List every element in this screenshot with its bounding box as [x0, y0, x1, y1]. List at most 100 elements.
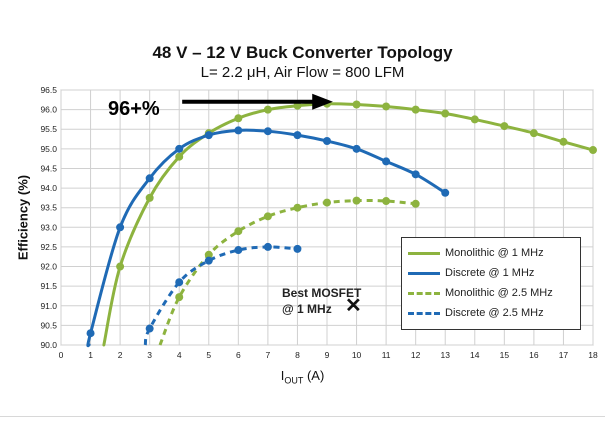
data-point	[470, 115, 479, 124]
y-tick-label: 90.5	[40, 320, 57, 330]
best-mosfet-line2: @ 1 MHz	[282, 302, 332, 316]
best-mosfet-annotation: Best MOSFET @ 1 MHz	[282, 285, 361, 317]
best-mosfet-marker: ✕	[345, 295, 362, 317]
data-point	[441, 188, 450, 197]
x-tick-label: 14	[470, 350, 480, 360]
y-axis-label: Efficiency (%)	[15, 174, 31, 261]
x-tick-label: 18	[588, 350, 598, 360]
data-point	[263, 212, 272, 221]
x-tick-label: 0	[59, 350, 64, 360]
y-tick-label: 94.0	[40, 183, 57, 193]
chart-subtitle: L= 2.2 μH, Air Flow = 800 LFM	[200, 64, 405, 81]
x-tick-label: 13	[440, 350, 450, 360]
x-axis-label: IOUT (A)	[0, 368, 605, 386]
data-point	[116, 262, 125, 271]
data-point	[352, 196, 361, 205]
x-tick-label: 16	[529, 350, 539, 360]
data-point	[175, 278, 184, 287]
x-tick-label: 11	[382, 350, 391, 360]
data-point	[382, 197, 391, 206]
x-tick-label: 15	[500, 350, 510, 360]
data-point	[204, 250, 213, 259]
legend-label: Monolithic @ 1 MHz	[445, 247, 544, 259]
y-tick-label: 92.5	[40, 242, 57, 252]
data-point	[529, 129, 538, 138]
data-point	[352, 100, 361, 109]
data-point	[234, 126, 243, 135]
data-point	[145, 324, 154, 333]
x-tick-label: 10	[352, 350, 362, 360]
x-tick-label: 6	[236, 350, 241, 360]
data-point	[86, 329, 95, 338]
x-tick-label: 1	[88, 350, 93, 360]
data-point	[175, 152, 184, 161]
data-point	[352, 144, 361, 153]
data-point	[589, 146, 597, 155]
x-tick-label: 2	[118, 350, 123, 360]
data-point	[175, 293, 184, 302]
y-tick-label: 93.0	[40, 222, 57, 232]
data-point	[234, 114, 243, 123]
legend-label: Discrete @ 1 MHz	[445, 267, 535, 279]
legend-swatch	[408, 288, 440, 298]
legend-label: Monolithic @ 2.5 MHz	[445, 287, 553, 299]
data-point	[145, 174, 154, 183]
y-tick-label: 96.0	[40, 105, 57, 115]
x-tick-label: 12	[411, 350, 421, 360]
legend-item-monolithic-1mhz: Monolithic @ 1 MHz	[402, 243, 580, 263]
legend-item-monolithic-2-5mhz: Monolithic @ 2.5 MHz	[402, 283, 580, 303]
data-point	[382, 102, 391, 111]
data-point	[293, 131, 302, 140]
data-point	[323, 137, 331, 145]
chart-legend: Monolithic @ 1 MHz Discrete @ 1 MHz Mono…	[401, 237, 581, 330]
legend-item-discrete-2-5mhz: Discrete @ 2.5 MHz	[402, 303, 580, 323]
y-tick-label: 93.5	[40, 203, 57, 213]
y-tick-label: 91.0	[40, 301, 57, 311]
x-tick-label: 4	[177, 350, 182, 360]
data-point	[500, 122, 509, 131]
data-point	[382, 157, 391, 166]
x-tick-label: 3	[147, 350, 152, 360]
y-tick-label: 92.0	[40, 262, 57, 272]
data-point	[263, 127, 272, 136]
data-point	[263, 105, 272, 114]
data-point	[116, 223, 125, 232]
x-tick-label: 9	[325, 350, 330, 360]
x-tick-label: 17	[559, 350, 569, 360]
legend-label: Discrete @ 2.5 MHz	[445, 307, 544, 319]
data-point	[411, 170, 420, 179]
y-tick-label: 96.5	[40, 85, 57, 95]
data-point	[441, 109, 450, 118]
legend-swatch	[408, 308, 440, 318]
callout-arrow-head	[312, 93, 333, 110]
data-point	[145, 193, 154, 202]
legend-swatch	[408, 248, 440, 258]
data-point	[234, 227, 243, 236]
y-tick-label: 95.5	[40, 124, 57, 134]
x-tick-label: 5	[206, 350, 211, 360]
legend-swatch	[408, 268, 440, 278]
data-point	[293, 203, 302, 212]
best-mosfet-line1: Best MOSFET	[282, 286, 362, 300]
x-tick-label: 8	[295, 350, 300, 360]
data-point	[175, 144, 184, 153]
legend-item-discrete-1mhz: Discrete @ 1 MHz	[402, 263, 580, 283]
peak-efficiency-callout: 96+%	[108, 98, 160, 120]
y-tick-label: 91.5	[40, 281, 57, 291]
chart-title: 48 V – 12 V Buck Converter Topology	[152, 43, 453, 62]
x-axis-label-unit: (A)	[303, 368, 325, 383]
y-tick-label: 90.0	[40, 340, 57, 350]
data-point	[293, 244, 302, 253]
series-line-2	[158, 199, 416, 346]
x-axis-label-main: I	[280, 368, 285, 383]
data-point	[411, 105, 420, 114]
data-point	[204, 256, 213, 265]
x-tick-label: 7	[266, 350, 271, 360]
data-point	[204, 131, 213, 140]
x-axis-label-sub: OUT	[284, 375, 304, 386]
data-point	[263, 242, 272, 251]
data-point	[559, 137, 568, 146]
y-tick-label: 95.0	[40, 144, 57, 154]
data-point	[411, 199, 420, 208]
data-point	[323, 198, 331, 207]
